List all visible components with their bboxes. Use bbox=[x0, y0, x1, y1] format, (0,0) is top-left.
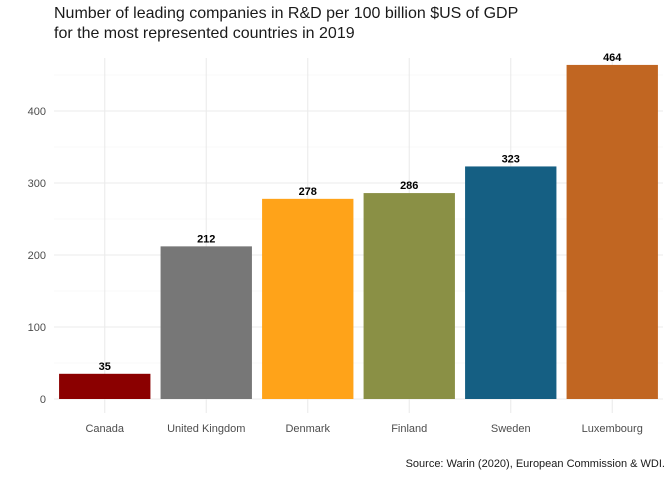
x-tick-label: Denmark bbox=[285, 423, 330, 435]
bar-sweden bbox=[465, 166, 557, 399]
data-label: 464 bbox=[603, 52, 622, 64]
x-tick-label: Canada bbox=[85, 423, 124, 435]
bar-finland bbox=[363, 193, 455, 399]
chart-title-line-2: for the most represented countries in 20… bbox=[54, 25, 355, 42]
x-axis: Canada United Kingdom Denmark Finland Sweden… bbox=[85, 423, 642, 435]
y-axis: 0 100 200 300 400 bbox=[28, 106, 46, 406]
y-tick-label: 400 bbox=[28, 106, 46, 118]
y-tick-label: 0 bbox=[40, 394, 46, 406]
data-label: 286 bbox=[400, 180, 418, 192]
y-tick-label: 300 bbox=[28, 178, 46, 190]
x-tick-label: Finland bbox=[391, 423, 427, 435]
data-label: 278 bbox=[299, 186, 317, 198]
y-tick-label: 100 bbox=[28, 322, 46, 334]
x-tick-label: Luxembourg bbox=[582, 423, 643, 435]
x-tick-label: Sweden bbox=[491, 423, 531, 435]
data-label: 212 bbox=[197, 233, 215, 245]
gridlines bbox=[54, 58, 663, 413]
bar-united-kingdom bbox=[160, 246, 252, 399]
bars: 35 212 278 286 323 464 bbox=[59, 52, 658, 400]
chart-title-line-1: Number of leading companies in R&D per 1… bbox=[54, 5, 519, 22]
data-label: 35 bbox=[99, 361, 111, 373]
x-tick-label: United Kingdom bbox=[167, 423, 245, 435]
bar-luxembourg bbox=[566, 64, 658, 400]
chart-title: Number of leading companies in R&D per 1… bbox=[54, 4, 518, 44]
source-caption: Source: Warin (2020), European Commissio… bbox=[405, 458, 665, 470]
y-tick-label: 200 bbox=[28, 250, 46, 262]
bar-denmark bbox=[262, 198, 354, 399]
bar-canada bbox=[59, 373, 151, 399]
data-label: 323 bbox=[502, 153, 520, 165]
